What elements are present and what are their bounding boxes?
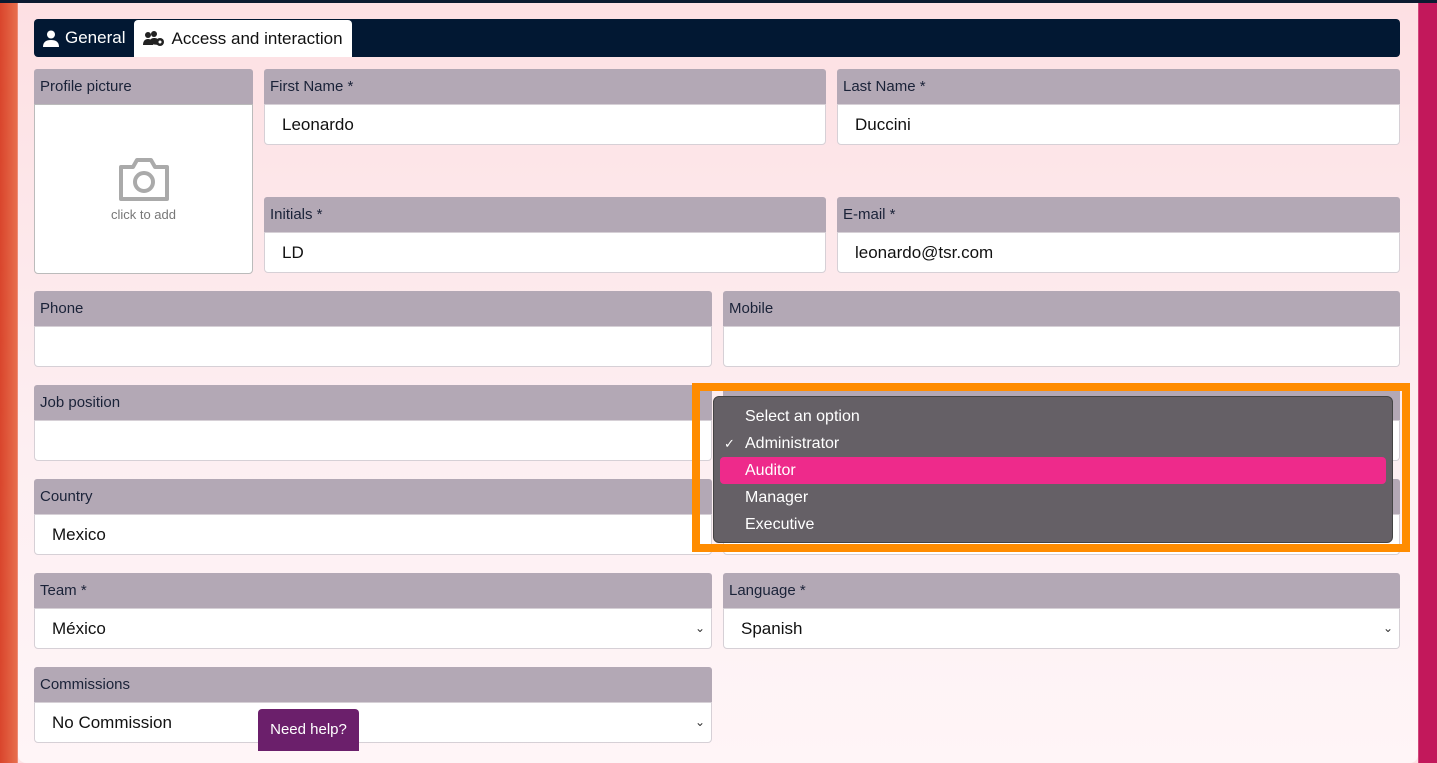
- last-name-input[interactable]: Duccini: [837, 104, 1400, 145]
- option-label: Manager: [745, 489, 809, 506]
- last-name-field: Last Name * Duccini: [837, 69, 1400, 145]
- tab-label: General: [65, 28, 126, 47]
- country-field: Country Mexico: [34, 479, 712, 555]
- email-input[interactable]: leonardo@tsr.com: [837, 232, 1400, 273]
- profile-picture-field: Profile picture click to add: [34, 69, 253, 274]
- field-label: Commissions: [34, 667, 712, 702]
- field-label: E-mail *: [837, 197, 1400, 232]
- team-field: Team * México ⌄: [34, 573, 712, 649]
- select-value: Mexico: [52, 525, 106, 544]
- camera-icon: [118, 157, 169, 201]
- first-name-input[interactable]: Leonardo: [264, 104, 826, 145]
- field-label: Country: [34, 479, 712, 514]
- field-label: Team *: [34, 573, 712, 608]
- mobile-field: Mobile: [723, 291, 1400, 367]
- team-select[interactable]: México ⌄: [34, 608, 712, 649]
- need-help-button[interactable]: Need help?: [258, 709, 359, 751]
- job-position-input[interactable]: [34, 420, 712, 461]
- commissions-select[interactable]: No Commission ⌄: [34, 702, 712, 743]
- country-select[interactable]: Mexico: [34, 514, 712, 555]
- field-label: Language *: [723, 573, 1400, 608]
- mobile-input[interactable]: [723, 326, 1400, 367]
- field-label: Profile picture: [34, 69, 253, 104]
- language-field: Language * Spanish ⌄: [723, 573, 1400, 649]
- phone-input[interactable]: [34, 326, 712, 367]
- option-auditor[interactable]: Auditor: [720, 457, 1386, 484]
- users-cog-icon: [143, 30, 165, 46]
- first-name-field: First Name * Leonardo: [264, 69, 826, 145]
- option-select-an-option[interactable]: Select an option: [720, 403, 1386, 430]
- field-label: First Name *: [264, 69, 826, 104]
- email-field: E-mail * leonardo@tsr.com: [837, 197, 1400, 273]
- initials-input[interactable]: LD: [264, 232, 826, 273]
- option-label: Executive: [745, 516, 815, 533]
- option-manager[interactable]: Manager: [720, 484, 1386, 511]
- language-select[interactable]: Spanish ⌄: [723, 608, 1400, 649]
- tab-general[interactable]: General: [34, 19, 134, 57]
- select-value: No Commission: [52, 713, 172, 732]
- chevron-down-icon: ⌄: [1382, 621, 1393, 635]
- field-label: Job position: [34, 385, 712, 420]
- option-label: Administrator: [745, 435, 840, 452]
- field-label: Phone: [34, 291, 712, 326]
- option-executive[interactable]: Executive: [720, 511, 1386, 538]
- check-icon: ✓: [724, 436, 735, 451]
- tab-bar: General Access and interaction: [34, 19, 1400, 57]
- phone-field: Phone: [34, 291, 712, 367]
- role-dropdown-menu: Select an option ✓ Administrator Auditor …: [713, 396, 1393, 543]
- select-value: México: [52, 619, 106, 638]
- chevron-down-icon: ⌄: [694, 715, 705, 729]
- job-position-field: Job position: [34, 385, 712, 461]
- initials-field: Initials * LD: [264, 197, 826, 273]
- option-administrator[interactable]: ✓ Administrator: [720, 430, 1386, 457]
- select-value: Spanish: [741, 619, 803, 638]
- upload-hint: click to add: [110, 206, 177, 222]
- user-icon: [43, 30, 59, 47]
- option-label: Select an option: [745, 408, 860, 425]
- field-label: Mobile: [723, 291, 1400, 326]
- top-bar: [0, 0, 1437, 3]
- option-label: Auditor: [745, 462, 796, 479]
- field-label: Initials *: [264, 197, 826, 232]
- tab-access-and-interaction[interactable]: Access and interaction: [134, 20, 352, 57]
- commissions-field: Commissions No Commission ⌄: [34, 667, 712, 743]
- profile-picture-upload[interactable]: click to add: [34, 104, 253, 274]
- field-label: Last Name *: [837, 69, 1400, 104]
- highlight-annotation: [692, 383, 1410, 552]
- tab-label: Access and interaction: [171, 28, 343, 48]
- chevron-down-icon: ⌄: [694, 621, 705, 635]
